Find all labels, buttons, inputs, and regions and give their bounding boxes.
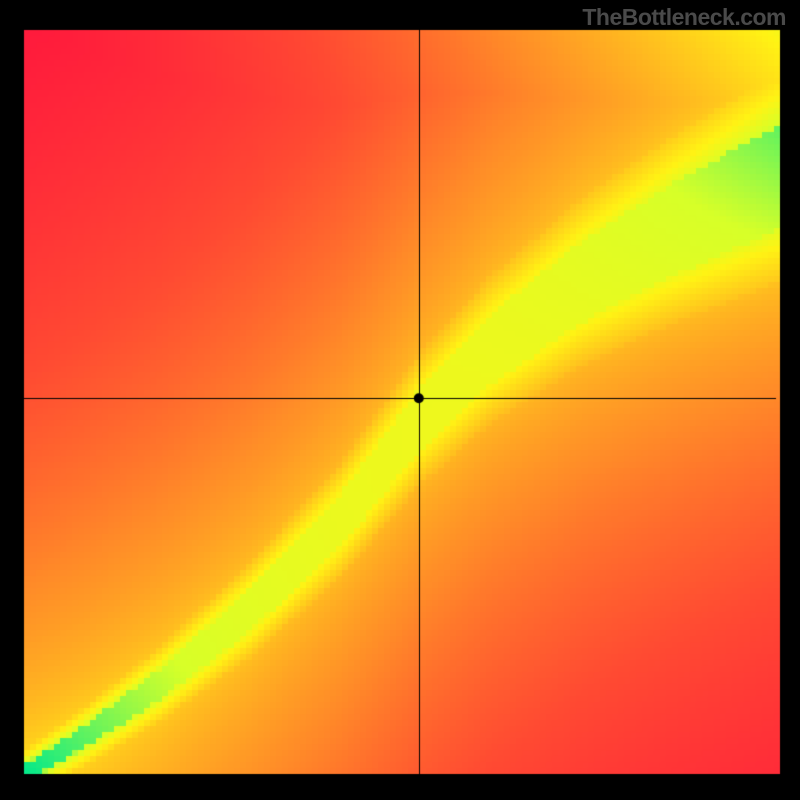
- bottleneck-heatmap: [0, 0, 800, 800]
- watermark-text: TheBottleneck.com: [582, 4, 786, 31]
